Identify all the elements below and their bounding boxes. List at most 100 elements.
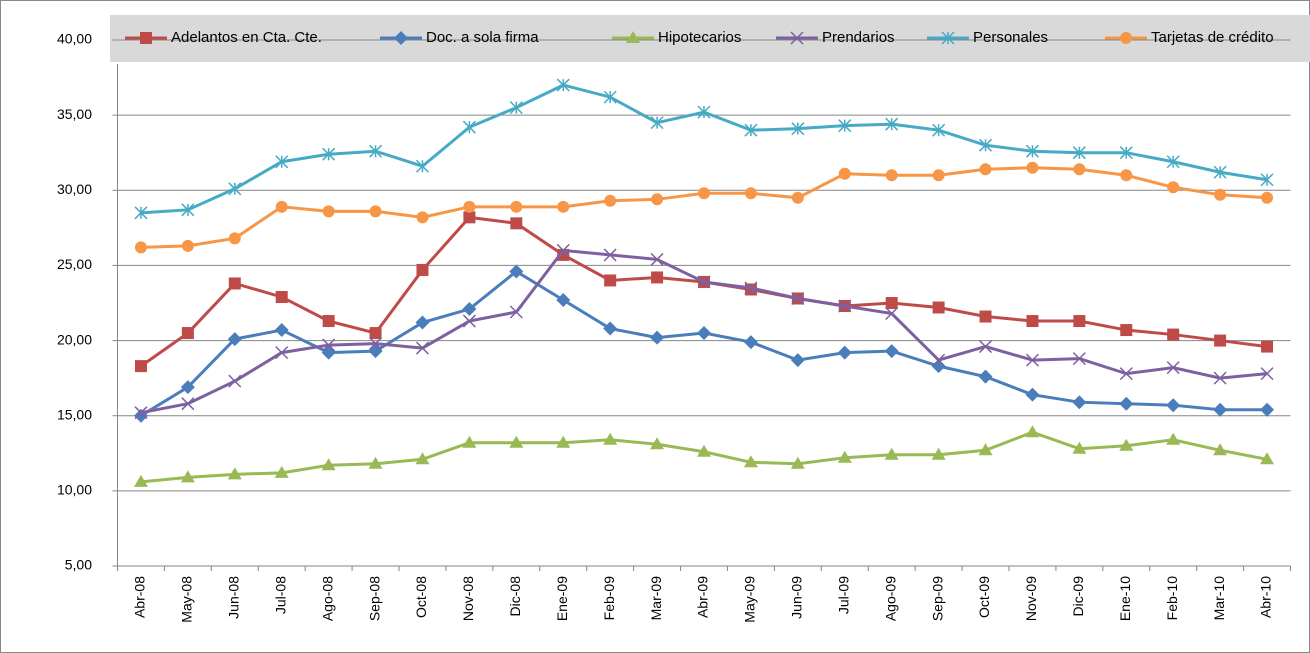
- marker: [462, 435, 477, 448]
- marker: [510, 200, 523, 213]
- x-tick-label: Jul-08: [272, 576, 288, 614]
- marker: [1119, 146, 1133, 160]
- marker: [650, 437, 665, 450]
- marker: [1260, 402, 1275, 417]
- marker: [837, 450, 852, 463]
- marker: [651, 271, 664, 284]
- x-tick-label: Nov-08: [460, 576, 476, 621]
- series: [134, 161, 1274, 254]
- marker: [180, 470, 195, 483]
- marker: [603, 321, 618, 336]
- marker: [837, 345, 852, 360]
- marker: [791, 191, 804, 204]
- legend-label: Doc. a sola firma: [426, 29, 539, 46]
- marker: [1073, 163, 1086, 176]
- legend-marker: [394, 31, 408, 45]
- marker: [1026, 161, 1039, 174]
- marker: [1025, 425, 1040, 438]
- x-tick-label: Jul-09: [835, 576, 851, 614]
- marker: [650, 116, 664, 130]
- marker: [415, 159, 430, 173]
- marker: [697, 105, 711, 119]
- marker: [227, 467, 242, 480]
- marker: [791, 291, 805, 306]
- marker: [274, 323, 289, 338]
- marker: [275, 346, 289, 360]
- legend-marker: [790, 31, 804, 45]
- marker: [1073, 315, 1086, 328]
- x-tick-label: Abr-09: [695, 576, 711, 618]
- marker: [1261, 191, 1274, 204]
- marker: [227, 332, 242, 347]
- marker: [1072, 395, 1087, 410]
- marker: [181, 239, 194, 252]
- marker: [604, 194, 617, 207]
- marker: [650, 252, 664, 266]
- marker: [1166, 432, 1181, 445]
- x-tick-label: Feb-09: [601, 576, 617, 621]
- x-tick-label: Sep-09: [929, 576, 945, 621]
- marker: [744, 123, 758, 137]
- legend-label: Hipotecarios: [658, 29, 741, 46]
- marker: [181, 397, 195, 411]
- marker: [275, 290, 288, 303]
- marker: [1025, 353, 1039, 367]
- marker: [1260, 173, 1274, 187]
- marker: [1167, 328, 1180, 341]
- marker: [556, 292, 571, 307]
- marker: [416, 211, 429, 224]
- x-tick-label: Ago-09: [882, 576, 898, 621]
- marker: [134, 360, 147, 373]
- marker: [322, 338, 336, 352]
- marker: [1260, 452, 1275, 465]
- marker: [133, 474, 148, 487]
- marker: [885, 306, 899, 321]
- marker: [931, 447, 946, 460]
- marker: [604, 274, 617, 287]
- marker: [322, 205, 335, 218]
- series: [134, 243, 1274, 420]
- marker: [134, 241, 147, 254]
- marker: [509, 305, 523, 319]
- marker: [557, 200, 570, 213]
- marker: [1213, 371, 1227, 385]
- x-tick-label: Ene-09: [554, 576, 570, 621]
- marker: [228, 374, 242, 388]
- series: [134, 78, 1274, 220]
- x-tick-label: Abr-08: [132, 576, 148, 618]
- marker: [979, 310, 992, 323]
- x-tick-label: May-08: [179, 576, 195, 623]
- marker: [509, 264, 524, 279]
- marker: [978, 138, 993, 152]
- marker: [1119, 396, 1134, 411]
- marker: [509, 101, 523, 115]
- marker: [1166, 361, 1180, 375]
- marker: [884, 344, 899, 359]
- marker: [790, 456, 805, 469]
- marker: [510, 217, 523, 230]
- marker: [885, 169, 898, 182]
- marker: [556, 78, 570, 92]
- y-tick-label: 40,00: [57, 31, 92, 47]
- marker: [369, 144, 383, 158]
- marker: [463, 211, 476, 224]
- y-tick-label: 15,00: [57, 406, 92, 422]
- marker: [275, 200, 288, 213]
- marker: [1213, 402, 1228, 417]
- marker: [978, 369, 993, 384]
- marker: [1166, 398, 1181, 413]
- marker: [369, 205, 382, 218]
- marker: [1214, 334, 1227, 347]
- x-tick-label: Abr-10: [1258, 576, 1274, 618]
- x-tick-label: Oct-08: [413, 576, 429, 618]
- marker: [181, 203, 195, 217]
- marker: [322, 315, 335, 328]
- x-tick-label: Oct-09: [976, 576, 992, 618]
- marker: [697, 326, 711, 341]
- x-tick-label: Dic-09: [1070, 576, 1086, 617]
- marker: [1119, 367, 1133, 381]
- marker: [321, 458, 336, 471]
- y-tick-label: 10,00: [57, 482, 92, 498]
